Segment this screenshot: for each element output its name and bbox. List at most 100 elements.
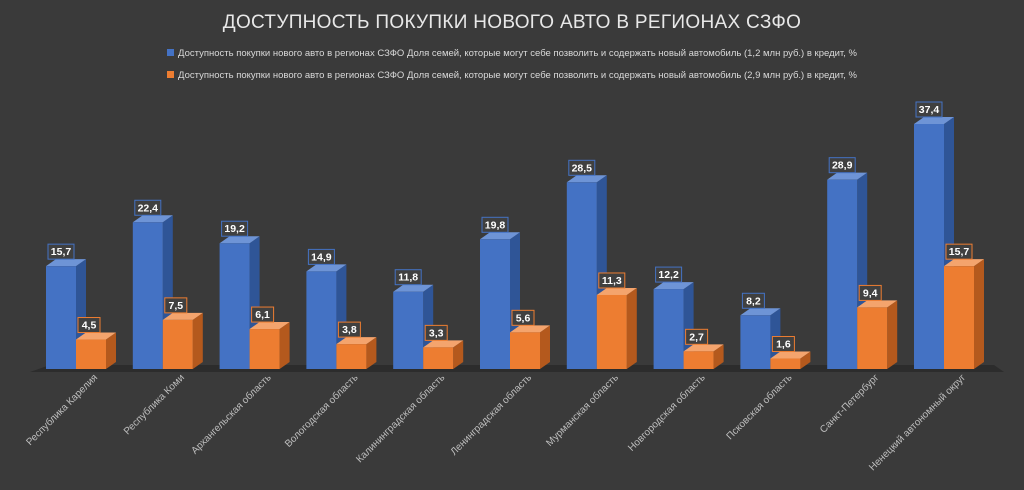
bar-1-3 — [306, 271, 337, 369]
x-tick-label-6: Мурманская область — [544, 372, 621, 449]
data-label-2-10: 15,7 — [949, 246, 970, 258]
bar-1-7-top — [653, 282, 694, 290]
x-tick-label-3: Вологодская область — [282, 372, 360, 450]
bar-1-9-top — [827, 172, 868, 180]
data-label-1-2: 19,2 — [224, 223, 245, 235]
bar-2-8-side — [800, 351, 811, 369]
data-label-box-1-0 — [47, 243, 75, 260]
bar-2-1-top — [162, 312, 203, 320]
bar-2-10-top — [944, 259, 984, 267]
data-label-2-2: 6,1 — [255, 309, 270, 321]
bar-2-10-side — [974, 259, 984, 369]
data-label-box-1-6 — [568, 159, 596, 176]
bar-2-8-top — [770, 351, 811, 359]
bar-2-6 — [596, 294, 627, 369]
bar-2-3 — [336, 344, 367, 369]
data-label-1-6: 28,5 — [572, 162, 593, 174]
data-label-1-7: 12,2 — [658, 269, 679, 281]
data-label-1-1: 22,4 — [138, 202, 159, 214]
data-label-box-1-4 — [394, 269, 422, 286]
data-label-box-1-5 — [481, 216, 509, 233]
bar-1-0 — [46, 266, 76, 369]
data-label-box-2-9 — [858, 284, 882, 301]
data-label-box-1-3 — [307, 248, 335, 265]
data-label-1-10: 37,4 — [919, 104, 940, 116]
bar-1-1 — [132, 222, 163, 369]
bar-2-1 — [162, 319, 193, 369]
bar-2-3-side — [366, 337, 377, 369]
bar-2-0 — [76, 339, 106, 369]
chart-title: ДОСТУПНОСТЬ ПОКУПКИ НОВОГО АВТО В РЕГИОН… — [222, 12, 802, 33]
data-label-box-2-1 — [164, 297, 188, 314]
bar-2-9-top — [857, 300, 898, 308]
bar-2-7-top — [683, 344, 724, 352]
bar-1-1-top — [132, 215, 173, 223]
bar-2-6-side — [626, 287, 637, 369]
bar-2-9-side — [887, 300, 898, 369]
bar-1-6-top — [566, 175, 607, 183]
bar-1-8 — [740, 315, 771, 369]
data-label-box-2-7 — [685, 328, 709, 345]
data-label-box-1-10 — [915, 101, 943, 118]
bar-1-2-top — [219, 236, 260, 244]
bar-2-2-top — [249, 322, 290, 330]
bar-2-0-top — [76, 332, 116, 340]
data-label-box-2-8 — [771, 336, 795, 353]
bar-2-8 — [770, 358, 801, 369]
data-label-1-5: 19,8 — [485, 219, 506, 231]
data-label-box-2-10 — [945, 243, 973, 260]
bar-2-2 — [249, 329, 280, 369]
bar-1-2 — [219, 243, 250, 369]
x-tick-label-10: Ненецкий автономный округ — [867, 372, 968, 473]
bar-1-9 — [827, 179, 858, 369]
legend-label-series-2: Доступность покупки нового авто в регион… — [178, 70, 857, 81]
data-label-2-4: 3,3 — [429, 327, 444, 339]
bar-2-7-side — [713, 344, 724, 369]
legend-swatch-blue — [167, 49, 175, 56]
bar-2-9 — [857, 307, 888, 369]
bar-1-4-top — [393, 284, 434, 292]
bar-2-7 — [683, 351, 714, 369]
data-label-box-1-1 — [134, 199, 162, 216]
x-tick-label-0: Республика Карелия — [24, 372, 100, 448]
data-label-1-4: 11,8 — [398, 272, 418, 284]
x-tick-label-1: Республика Коми — [121, 372, 187, 438]
data-label-2-9: 9,4 — [863, 287, 878, 299]
data-label-2-3: 3,8 — [342, 324, 357, 336]
bar-1-7 — [653, 289, 684, 369]
bar-2-5-top — [510, 325, 550, 333]
data-label-2-0: 4,5 — [82, 320, 97, 332]
data-label-1-0: 15,7 — [51, 246, 72, 258]
bar-1-5 — [480, 239, 510, 369]
data-label-box-1-7 — [655, 266, 683, 283]
bar-2-4-side — [453, 340, 464, 369]
data-label-2-8: 1,6 — [776, 339, 791, 351]
bar-1-10-top — [914, 117, 954, 124]
x-tick-label-7: Новгородская область — [626, 372, 708, 454]
bar-2-0-side — [106, 332, 116, 369]
data-label-box-2-4 — [424, 324, 448, 341]
bar-2-1-side — [192, 312, 203, 369]
data-label-box-2-6 — [598, 272, 626, 289]
legend-item-series-2[interactable]: Доступность покупки нового авто в регион… — [0, 70, 1024, 81]
bar-1-5-top — [480, 232, 520, 240]
legend-label-series-1: Доступность покупки нового авто в регион… — [178, 48, 857, 59]
x-tick-label-9: Санкт-Петербург — [817, 371, 881, 435]
bar-2-2-side — [279, 322, 290, 369]
bar-1-10 — [914, 124, 944, 369]
bar-2-5 — [510, 332, 540, 369]
data-label-2-1: 7,5 — [168, 300, 183, 312]
data-label-box-2-5 — [511, 309, 535, 326]
bar-2-4-top — [423, 340, 464, 348]
data-label-1-8: 8,2 — [746, 295, 761, 307]
data-label-box-1-8 — [741, 292, 765, 309]
bar-2-3-top — [336, 337, 377, 345]
data-label-box-1-9 — [828, 157, 856, 174]
legend-item-series-1[interactable]: Доступность покупки нового авто в регион… — [0, 48, 1024, 59]
bar-1-4 — [393, 291, 424, 369]
data-label-2-5: 5,6 — [516, 312, 531, 324]
data-label-1-3: 14,9 — [311, 251, 332, 263]
x-tick-label-4: Калининградская область — [354, 372, 448, 466]
legend-swatch-orange — [167, 71, 175, 78]
